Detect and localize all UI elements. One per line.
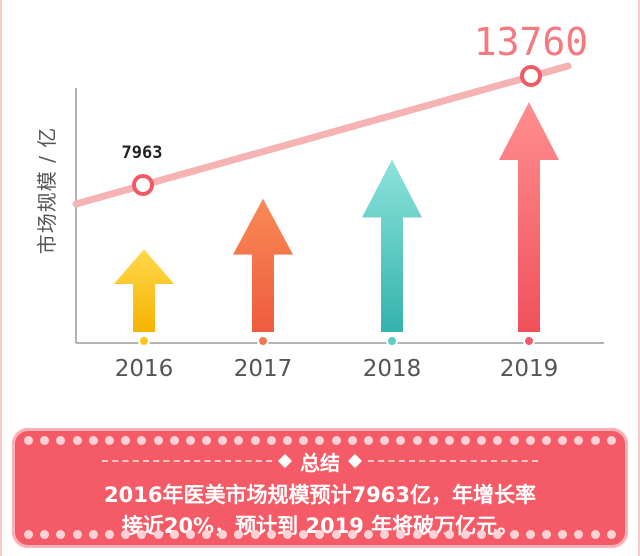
summary-rule-right	[368, 460, 538, 462]
arrow-bar-2017	[233, 198, 293, 332]
summary-title-row: 总结	[12, 446, 628, 476]
arrow-bar-2019	[499, 102, 559, 332]
data-label-2019: 13760	[474, 20, 588, 64]
tick-dot-2017	[257, 335, 269, 347]
trend-marker-2019	[520, 65, 542, 87]
data-label-2016: 7963	[122, 143, 163, 163]
frame-right-line	[638, 0, 640, 556]
x-tick-label: 2018	[363, 356, 422, 382]
y-axis-label: 市场规模 / 亿	[22, 110, 70, 270]
x-tick-label: 2016	[115, 356, 174, 382]
arrow-bar-2016	[114, 249, 174, 332]
chart-area: 7963 13760 2016 2017 2018 2019	[72, 20, 604, 382]
tick-dot-2019	[523, 335, 535, 347]
trend-line	[72, 62, 572, 208]
summary-rule-left	[102, 460, 272, 462]
frame-left-line	[0, 0, 2, 556]
trend-marker-2016	[132, 174, 154, 196]
summary-line-1: 2016年医美市场规模预计7963亿，年增长率	[104, 483, 536, 507]
summary-box: 总结 2016年医美市场规模预计7963亿，年增长率 接近20%，预计到 201…	[12, 428, 628, 548]
diamond-icon	[277, 453, 293, 469]
diamond-icon	[347, 453, 363, 469]
summary-top-dots	[24, 436, 616, 446]
x-tick-label: 2019	[500, 356, 559, 382]
tick-dot-2016	[138, 335, 150, 347]
arrow-bar-2018	[362, 159, 422, 332]
tick-dot-2018	[386, 335, 398, 347]
y-axis-label-text: 市场规模 / 亿	[35, 126, 60, 254]
summary-title: 总结	[300, 450, 340, 475]
summary-bottom-dots	[24, 530, 616, 540]
x-tick-label: 2017	[234, 356, 293, 382]
